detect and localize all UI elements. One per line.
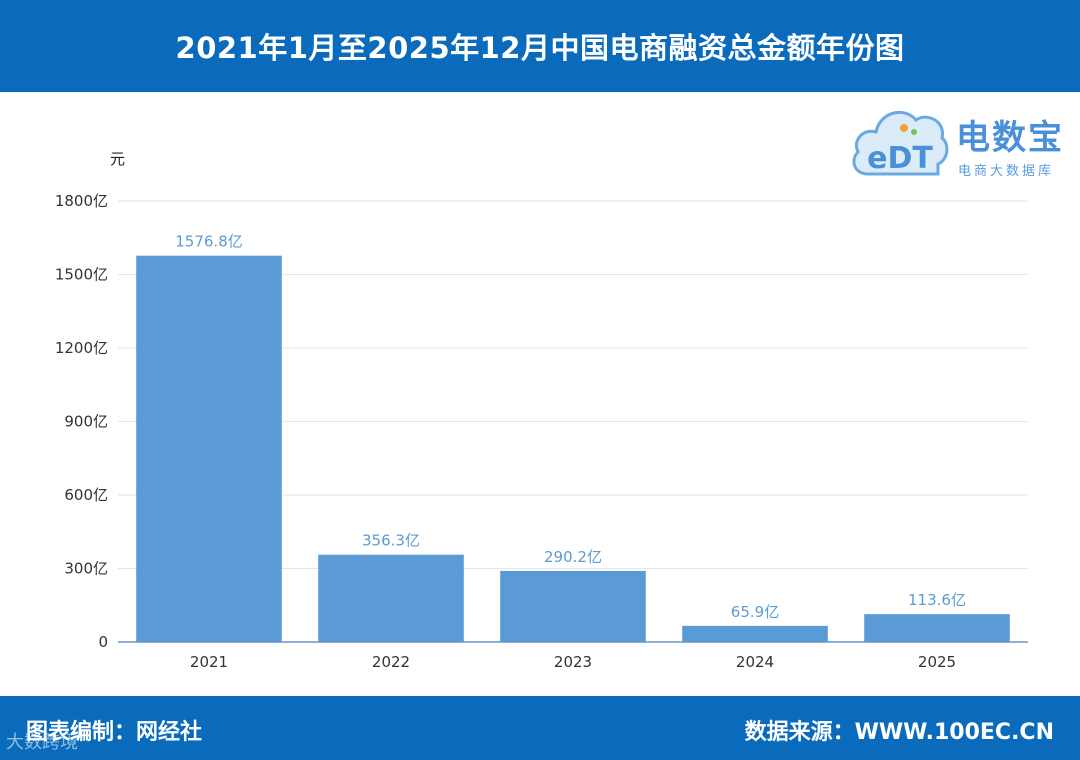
edt-logo: eDT 电数宝 电商大数据库	[850, 98, 1072, 186]
bar	[318, 554, 464, 642]
watermark: 大数跨境	[6, 732, 78, 753]
bar	[864, 614, 1010, 642]
footer-bar: 图表编制：网经社 数据来源：WWW.100EC.CN	[0, 696, 1080, 760]
footer-source: 数据来源：WWW.100EC.CN	[744, 720, 1054, 745]
cloud-logo-icon: eDT	[852, 110, 949, 176]
data-label: 356.3亿	[362, 532, 420, 550]
x-tick-label: 2024	[736, 653, 774, 671]
y-axis-unit: 元	[110, 150, 126, 168]
y-tick-label: 900亿	[64, 413, 108, 431]
y-tick-label: 0	[98, 633, 108, 651]
bar-chart: 0 300亿 600亿 900亿 1200亿 1500亿 1800亿 1576.8亿 2021 3…	[55, 192, 1028, 671]
footer-compiler: 图表编制：网经社	[26, 720, 203, 745]
logo-badge-text: eDT	[867, 141, 933, 176]
data-label: 1576.8亿	[175, 233, 243, 251]
y-tick-label: 1200亿	[55, 339, 108, 357]
x-tick-label: 2025	[918, 653, 956, 671]
data-label: 113.6亿	[908, 591, 966, 609]
logo-subtitle: 电商大数据库	[958, 164, 1055, 179]
y-tick-label: 600亿	[64, 486, 108, 504]
bar	[136, 255, 282, 642]
y-tick-label: 300亿	[64, 560, 108, 578]
y-tick-label: 1500亿	[55, 266, 108, 284]
bar	[500, 570, 646, 642]
x-tick-label: 2022	[372, 653, 410, 671]
data-label: 65.9亿	[731, 603, 779, 621]
y-tick-label: 1800亿	[55, 192, 108, 210]
x-tick-label: 2021	[190, 653, 228, 671]
x-tick-label: 2023	[554, 653, 592, 671]
logo-brand: 电数宝	[956, 118, 1064, 158]
data-label: 290.2亿	[544, 548, 602, 566]
chart-title: 2021年1月至2025年12月中国电商融资总金额年份图	[175, 31, 905, 65]
title-bar: 2021年1月至2025年12月中国电商融资总金额年份图	[0, 0, 1080, 92]
bar	[682, 625, 828, 642]
